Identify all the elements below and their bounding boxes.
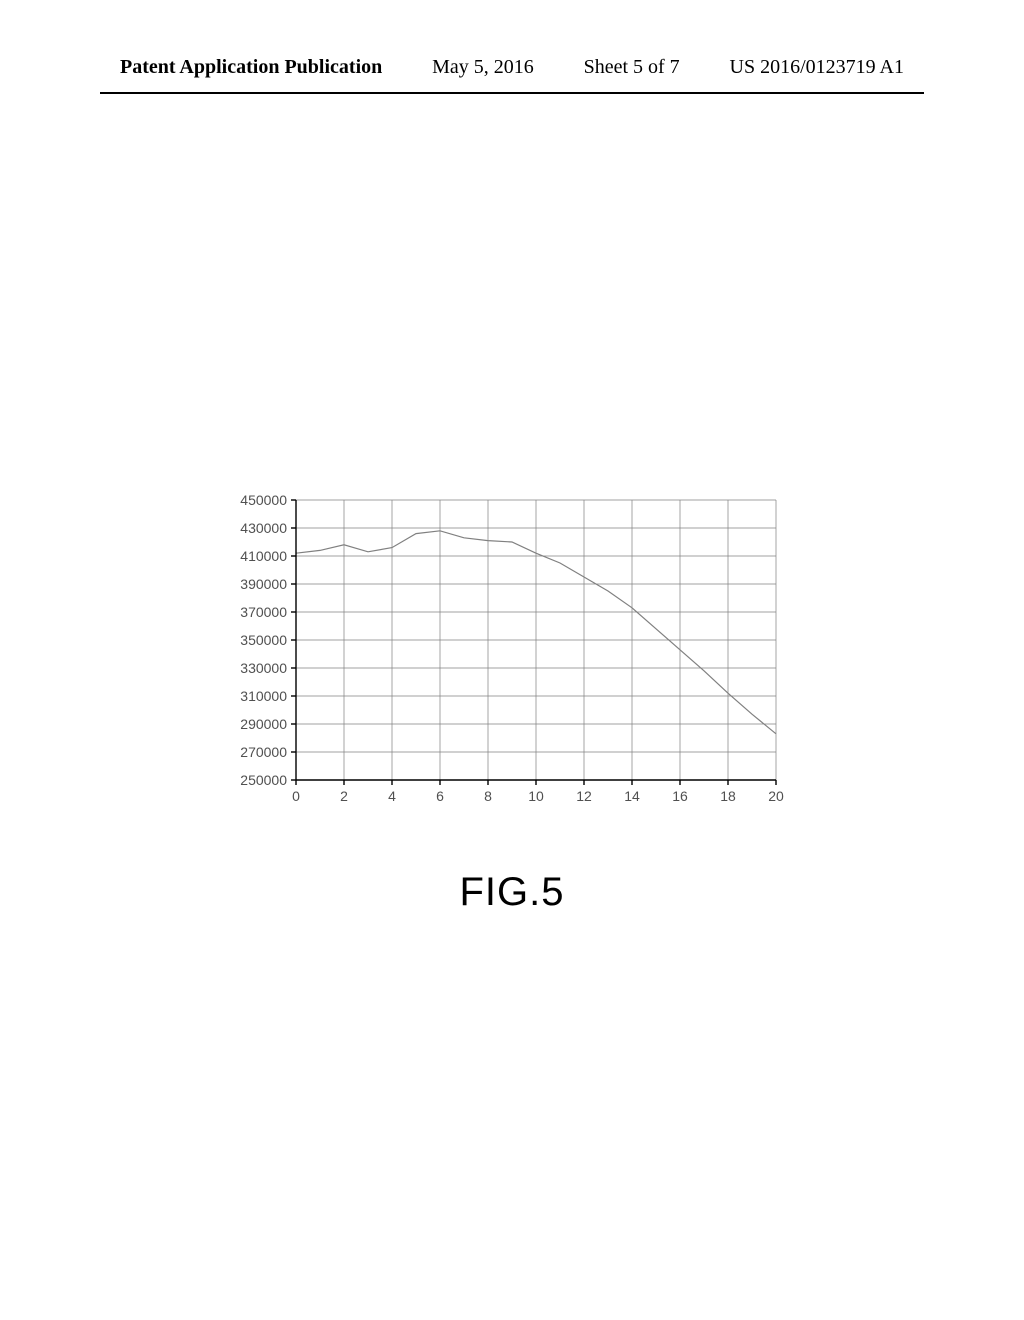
page-header: Patent Application Publication May 5, 20… (0, 56, 1024, 79)
svg-text:10: 10 (528, 788, 544, 804)
svg-text:370000: 370000 (240, 604, 287, 620)
line-chart: 250000 270000 290000 310000 330000 350000 3700… (216, 490, 784, 808)
svg-text:18: 18 (720, 788, 736, 804)
svg-text:290000: 290000 (240, 716, 287, 732)
sheet-number: Sheet 5 of 7 (584, 56, 680, 79)
svg-text:330000: 330000 (240, 660, 287, 676)
svg-text:310000: 310000 (240, 688, 287, 704)
publication-date: May 5, 2016 (432, 56, 534, 79)
svg-text:430000: 430000 (240, 520, 287, 536)
publication-label: Patent Application Publication (120, 56, 382, 79)
svg-text:410000: 410000 (240, 548, 287, 564)
svg-text:450000: 450000 (240, 492, 287, 508)
svg-text:8: 8 (484, 788, 492, 804)
svg-text:350000: 350000 (240, 632, 287, 648)
svg-text:270000: 270000 (240, 744, 287, 760)
svg-text:390000: 390000 (240, 576, 287, 592)
svg-text:2: 2 (340, 788, 348, 804)
svg-text:16: 16 (672, 788, 688, 804)
svg-text:12: 12 (576, 788, 592, 804)
svg-text:250000: 250000 (240, 772, 287, 788)
svg-text:14: 14 (624, 788, 640, 804)
header-rule (100, 92, 924, 94)
svg-text:6: 6 (436, 788, 444, 804)
svg-text:0: 0 (292, 788, 300, 804)
svg-text:20: 20 (768, 788, 784, 804)
chart-container: 250000 270000 290000 310000 330000 350000 3700… (216, 490, 784, 808)
publication-number: US 2016/0123719 A1 (730, 56, 904, 79)
svg-text:4: 4 (388, 788, 396, 804)
figure-label: FIG.5 (0, 870, 1024, 915)
